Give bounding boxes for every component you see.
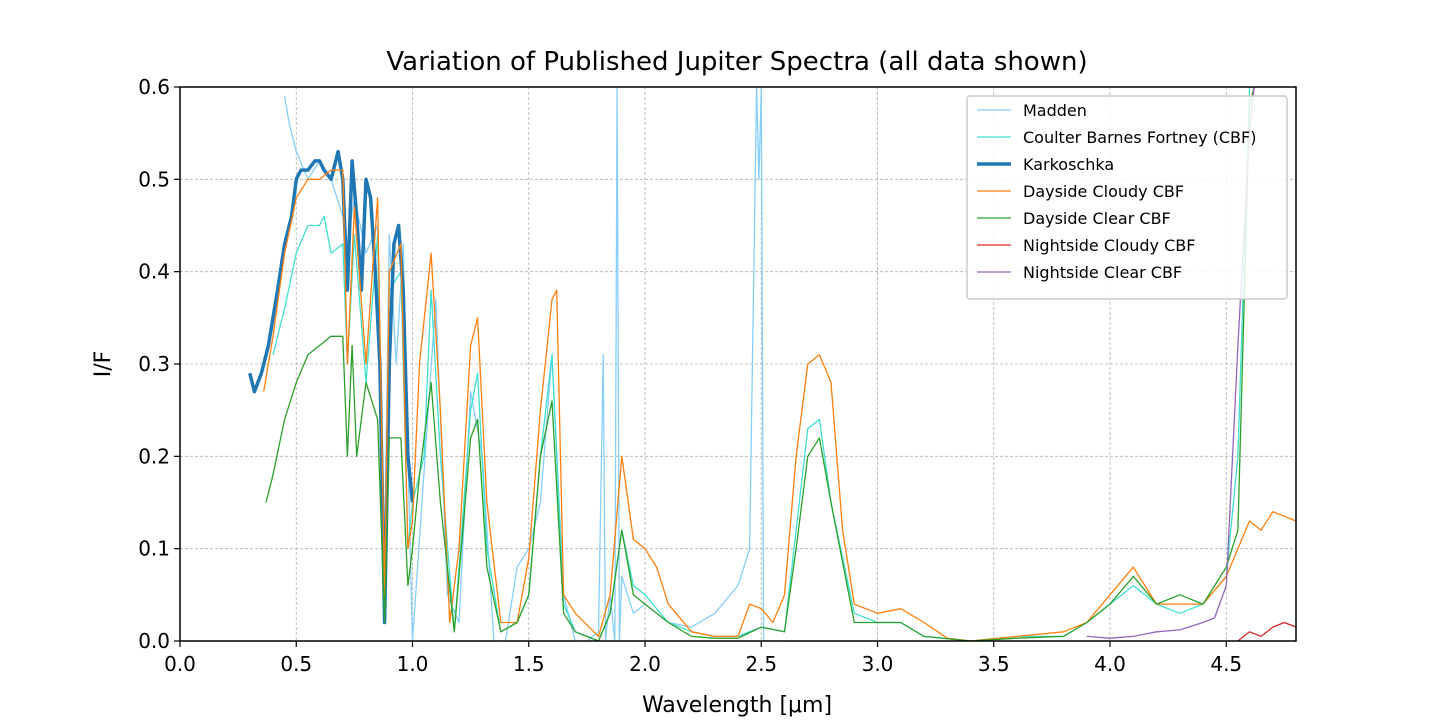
legend: Madden Coulter Barnes Fortney (CBF) Karkos… (966, 95, 1288, 300)
legend-label: Dayside Clear CBF (1023, 209, 1171, 228)
legend-box (966, 95, 1288, 300)
y-tick-label: 0.1 (138, 537, 170, 561)
y-tick-label: 0.0 (138, 629, 170, 653)
x-tick-label: 3.5 (978, 652, 1010, 676)
y-tick-label: 0.5 (138, 167, 170, 191)
legend-label: Karkoschka (1023, 155, 1114, 174)
series-line-nightside-cloudy-cbf (1237, 621, 1296, 641)
x-tick-label: 0.0 (164, 652, 196, 676)
y-tick-label: 0.4 (138, 260, 170, 284)
x-tick-label: 1.5 (513, 652, 545, 676)
series-line-dayside-clear-cbf (265, 87, 1255, 641)
legend-label: Nightside Cloudy CBF (1023, 236, 1195, 255)
legend-label: Coulter Barnes Fortney (CBF) (1023, 128, 1256, 147)
legend-label: Madden (1023, 101, 1087, 120)
x-tick-label: 0.5 (280, 652, 312, 676)
series-line-dayside-cloudy-cbf (263, 169, 1296, 641)
y-tick-label: 0.2 (138, 444, 170, 468)
series-layer (248, 87, 1296, 641)
x-tick-label: 3.0 (862, 652, 894, 676)
x-axis-label: Wavelength [μm] (642, 693, 832, 718)
axis-ticks: 0.0 0.5 1.0 1.5 2.0 2.5 3.0 3.5 4.0 4.5 0.0 0.1 0.2 0… (138, 75, 1242, 676)
x-tick-label: 4.0 (1094, 652, 1126, 676)
y-axis-label: I/F (91, 351, 116, 378)
legend-label: Dayside Cloudy CBF (1023, 182, 1184, 201)
legend-label: Nightside Clear CBF (1023, 263, 1182, 282)
x-tick-label: 4.5 (1210, 652, 1242, 676)
chart-title: Variation of Published Jupiter Spectra (… (386, 47, 1087, 77)
y-tick-label: 0.6 (138, 75, 170, 99)
x-tick-label: 2.0 (629, 652, 661, 676)
y-tick-label: 0.3 (138, 352, 170, 376)
x-tick-label: 2.5 (745, 652, 777, 676)
series-line-karkoschka (248, 149, 415, 625)
x-tick-label: 1.0 (397, 652, 429, 676)
